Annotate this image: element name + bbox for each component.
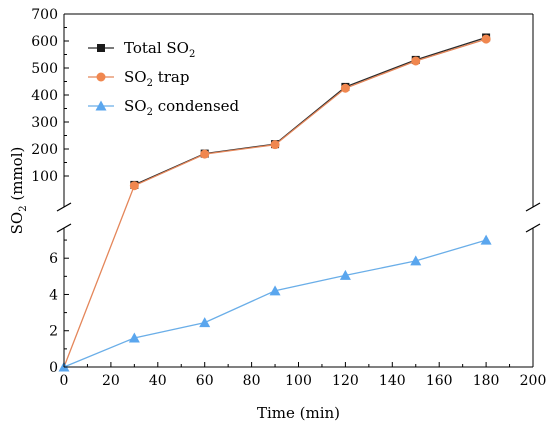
- y-upper-tick-label: 300: [31, 115, 58, 131]
- data-point: [129, 181, 139, 191]
- x-tick-label: 60: [196, 373, 214, 389]
- x-tick-label: 120: [332, 373, 359, 389]
- data-point: [339, 269, 351, 280]
- legend-label: SO2 trap: [124, 68, 189, 89]
- legend-label: SO2 condensed: [124, 97, 240, 118]
- y-upper-tick-label: 200: [31, 142, 58, 158]
- y-lower-tick-label: 2: [49, 324, 58, 340]
- data-point: [411, 56, 421, 66]
- series-1: [63, 34, 491, 368]
- x-tick-label: 100: [285, 373, 312, 389]
- x-tick-label: 160: [426, 373, 453, 389]
- legend-marker: [96, 72, 106, 82]
- y-lower-tick-label: 6: [49, 251, 58, 267]
- y-upper-tick-label: 500: [31, 61, 58, 77]
- series-2: [58, 234, 492, 372]
- legend-marker: [95, 100, 107, 111]
- data-point: [481, 34, 491, 44]
- x-tick-label: 20: [102, 373, 120, 389]
- legend-item: Total SO2: [88, 39, 195, 60]
- legend: Total SO2 SO2 trap SO2 condensed: [88, 39, 240, 118]
- x-tick-label: 40: [149, 373, 167, 389]
- y-upper-tick-label: 700: [31, 7, 58, 23]
- legend-item: SO2 condensed: [88, 97, 240, 118]
- y-axis-title: SO2 (mmol): [8, 147, 29, 235]
- data-point: [269, 285, 281, 296]
- x-tick-label: 80: [243, 373, 261, 389]
- data-point: [340, 83, 350, 93]
- data-point: [200, 149, 210, 159]
- axes: 0 20 40 60 80 100 120 140 160 180 2001002003004005…: [8, 7, 546, 422]
- y-upper-tick-label: 100: [31, 169, 58, 185]
- x-tick-label: 0: [60, 373, 69, 389]
- axis-break-mark: [56, 223, 72, 233]
- x-axis-title: Time (min): [257, 404, 340, 422]
- data-point: [410, 255, 422, 266]
- data-point: [128, 332, 140, 343]
- legend-marker: [97, 44, 105, 52]
- legend-label: Total SO2: [124, 39, 195, 60]
- legend-item: SO2 trap: [88, 68, 189, 89]
- x-tick-label: 200: [520, 373, 547, 389]
- axis-break-mark: [525, 223, 541, 233]
- y-lower-tick-label: 4: [49, 287, 58, 303]
- x-tick-label: 140: [379, 373, 406, 389]
- data-point: [199, 317, 211, 328]
- series-line: [63, 38, 487, 368]
- data-point: [270, 140, 280, 150]
- x-tick-label: 180: [473, 373, 500, 389]
- y-upper-tick-label: 400: [31, 88, 58, 104]
- axis-break-mark: [56, 202, 72, 212]
- data-point: [480, 234, 492, 245]
- axis-break-mark: [525, 202, 541, 212]
- series-layer: [58, 33, 492, 372]
- y-lower-tick-label: 0: [49, 360, 58, 376]
- y-upper-tick-label: 600: [31, 34, 58, 50]
- series-line: [63, 239, 487, 368]
